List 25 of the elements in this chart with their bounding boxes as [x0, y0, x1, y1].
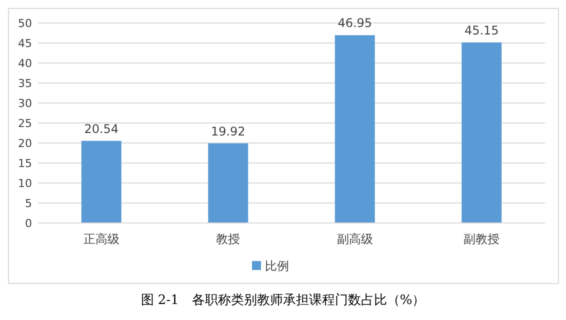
- y-tick-label: 5: [25, 197, 32, 210]
- legend-label: 比例: [265, 259, 289, 273]
- bar: [81, 140, 122, 223]
- y-tick-label: 15: [18, 157, 32, 170]
- y-tick-label: 40: [18, 57, 32, 70]
- y-tick-label: 35: [18, 77, 32, 90]
- bar: [208, 143, 248, 223]
- x-tick-label: 副教授: [464, 232, 500, 246]
- y-tick-label: 0: [25, 217, 32, 230]
- text: 图 2-1 各职称类别教师承担课程门数占比（%）: [140, 292, 426, 308]
- y-tick-label: 20: [18, 137, 32, 150]
- data-label: 19.92: [210, 124, 246, 138]
- bar: [462, 42, 502, 223]
- data-label: 45.15: [464, 23, 499, 38]
- data-label: 20.54: [84, 122, 119, 136]
- x-tick-label: 副高级: [336, 232, 373, 246]
- y-tick-label: 10: [18, 177, 32, 190]
- y-tick-label: 30: [18, 97, 32, 110]
- x-tick-label: 正高级: [83, 232, 120, 246]
- data-label: 46.95: [338, 16, 372, 30]
- bar: [334, 35, 375, 223]
- y-tick-label: 45: [18, 37, 32, 50]
- x-tick-label: 教授: [216, 232, 240, 246]
- y-tick-label: 25: [18, 117, 32, 130]
- y-tick-label: 50: [18, 17, 32, 30]
